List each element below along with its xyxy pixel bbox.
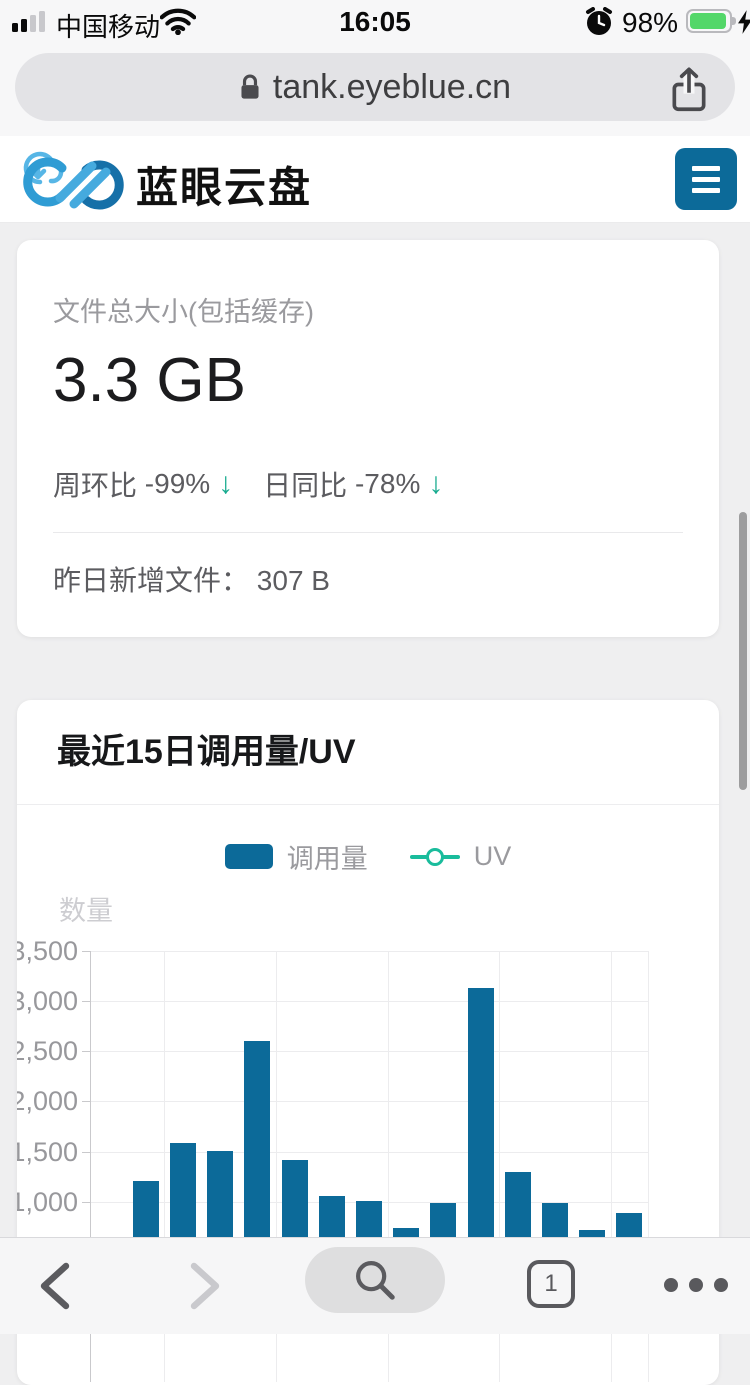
wifi-icon — [159, 8, 197, 40]
y-tick-label: 3,500 — [17, 936, 78, 966]
carrier-label: 中国移动 — [56, 12, 161, 42]
y-gridline — [90, 951, 648, 952]
x-gridline — [276, 951, 277, 1382]
charging-bolt-icon — [738, 10, 750, 39]
site-header: 蓝眼云盘 — [0, 136, 750, 223]
line-series-swatch — [409, 847, 460, 866]
chart-card-header: 最近15日调用量/UV — [17, 700, 719, 805]
browser-top-chrome: 中国移动 16:05 98% tank.eyeblue.cn — [0, 0, 750, 136]
down-arrow-icon: ↓ — [218, 467, 234, 500]
trend-row: 周环比 -99% ↓ 日同比 -78% ↓ — [53, 464, 683, 504]
y-gridline — [90, 1001, 648, 1003]
search-icon — [356, 1261, 395, 1300]
y-tick — [82, 1201, 90, 1203]
forward-button[interactable] — [188, 1262, 222, 1315]
cell-signal-icon — [12, 10, 45, 32]
address-bar[interactable]: tank.eyeblue.cn — [15, 53, 735, 121]
y-tick-label: 2,500 — [17, 1036, 78, 1067]
battery-icon — [686, 9, 736, 33]
legend-label: UV — [473, 841, 512, 871]
y-tick-label: 3,000 — [17, 986, 78, 1017]
x-gridline — [648, 951, 649, 1382]
chart-title: 最近15日调用量/UV — [57, 733, 356, 771]
more-menu-button[interactable] — [664, 1278, 728, 1292]
chart-legend: 调用量 UV — [17, 805, 719, 876]
status-bar: 中国移动 16:05 98% — [0, 0, 750, 44]
tab-count: 1 — [544, 1270, 558, 1297]
x-gridline — [164, 951, 166, 1382]
status-time: 16:05 — [339, 6, 411, 37]
battery-percent-label: 98% — [622, 7, 679, 38]
y-tick — [82, 1051, 90, 1053]
site-title: 蓝眼云盘 — [136, 164, 313, 211]
page-scrollbar[interactable] — [739, 512, 747, 790]
alarm-clock-icon — [584, 7, 614, 42]
y-tick — [82, 951, 90, 952]
x-gridline — [387, 951, 389, 1382]
down-arrow-icon: ↓ — [428, 467, 444, 500]
storage-summary-card: 文件总大小(包括缓存) 3.3 GB 周环比 -99% ↓ 日同比 -78% ↓… — [17, 240, 719, 637]
day-trend-value: -78% — [354, 468, 421, 499]
legend-label: 调用量 — [286, 844, 368, 874]
y-tick-label: 2,000 — [17, 1086, 78, 1117]
week-trend-label: 周环比 — [53, 470, 138, 501]
legend-item-uv[interactable]: UV — [384, 841, 512, 872]
y-tick — [82, 1001, 90, 1003]
url-text: tank.eyeblue.cn — [272, 67, 512, 106]
y-tick — [82, 1101, 90, 1103]
yesterday-value: 307 B — [256, 565, 330, 596]
bar-series-swatch — [224, 844, 273, 869]
divider — [53, 532, 683, 533]
y-gridline — [90, 1101, 648, 1103]
week-trend-value: -99% — [144, 468, 211, 499]
site-logo-icon[interactable] — [18, 146, 130, 217]
y-tick-label: 1,500 — [17, 1136, 78, 1167]
search-button[interactable] — [305, 1247, 445, 1313]
browser-toolbar: 1 — [0, 1237, 750, 1334]
lock-icon — [241, 74, 259, 99]
y-tick-label: 1,000 — [17, 1186, 78, 1217]
y-gridline — [90, 1151, 648, 1153]
x-gridline — [610, 951, 612, 1382]
yesterday-row: 昨日新增文件： 307 B — [53, 533, 683, 599]
storage-total-value: 3.3 GB — [53, 346, 246, 415]
legend-item-call-volume[interactable]: 调用量 — [224, 837, 368, 876]
x-gridline — [499, 951, 501, 1382]
day-trend-label: 日同比 — [263, 470, 348, 501]
y-axis-line — [90, 951, 91, 1382]
hamburger-menu-button[interactable] — [675, 148, 737, 210]
y-axis-title: 数量 — [59, 896, 113, 926]
y-tick — [82, 1151, 90, 1153]
share-button[interactable] — [667, 65, 711, 120]
back-button[interactable] — [38, 1262, 72, 1315]
y-gridline — [90, 1051, 648, 1053]
tabs-button[interactable]: 1 — [527, 1260, 575, 1308]
storage-card-label: 文件总大小(包括缓存) — [53, 297, 314, 327]
yesterday-label: 昨日新增文件： — [53, 565, 250, 596]
page-content: 文件总大小(包括缓存) 3.3 GB 周环比 -99% ↓ 日同比 -78% ↓… — [0, 223, 750, 1385]
